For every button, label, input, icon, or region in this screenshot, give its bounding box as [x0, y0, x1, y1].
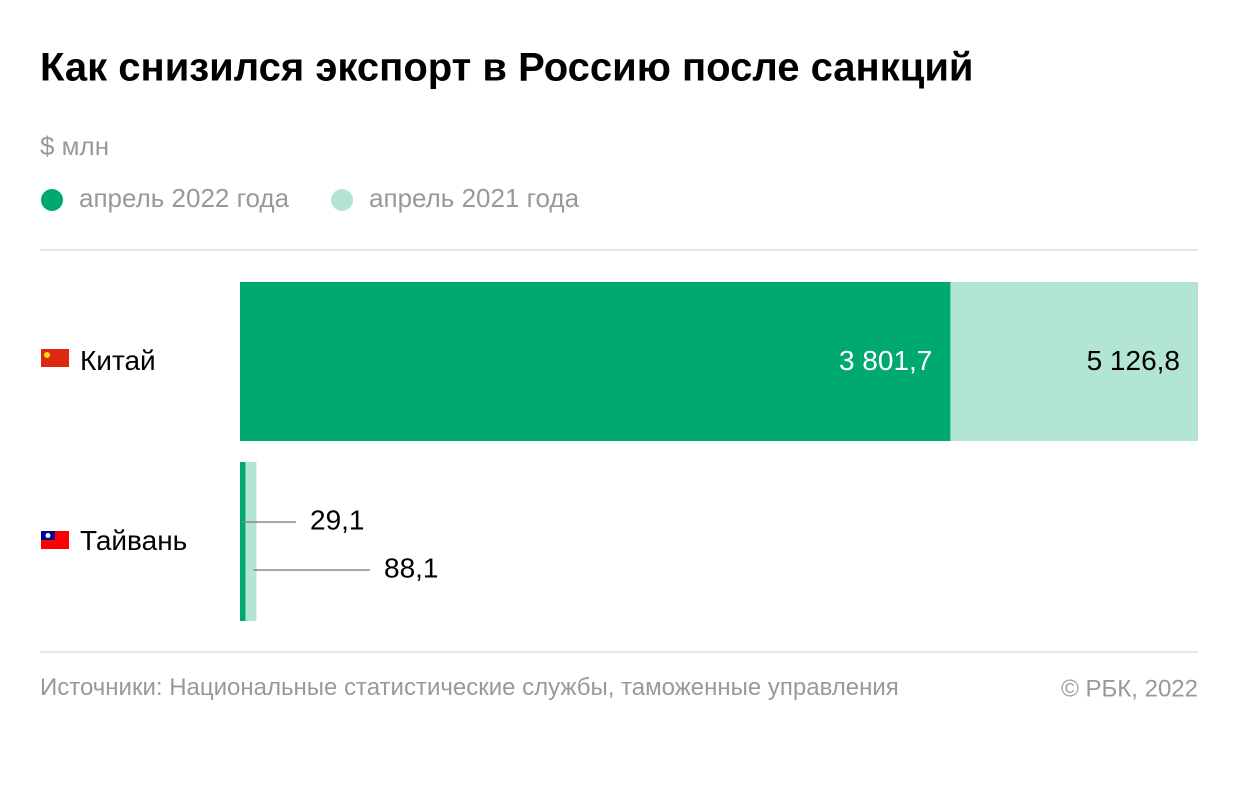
- bar: [240, 462, 246, 621]
- category-label: Тайвань: [80, 525, 187, 556]
- source-box: Источники: Национальные статистические с…: [40, 674, 899, 701]
- source: Источники: Национальные статистические с…: [40, 674, 899, 701]
- legend-label: апрель 2021 года: [369, 183, 580, 213]
- flag-china: [41, 349, 69, 367]
- legend-marker: [41, 189, 63, 211]
- copyright: © РБК, 2022: [1061, 675, 1198, 702]
- flag-taiwan: [41, 531, 69, 549]
- bar: [240, 282, 951, 441]
- value-label: 88,1: [384, 552, 439, 583]
- chart-title: Как снизился экспорт в Россию после санк…: [40, 46, 974, 90]
- legend-marker: [331, 189, 354, 211]
- value-label: 5 126,8: [1087, 345, 1180, 376]
- category-label: Китай: [80, 345, 156, 376]
- unit-label: $ млн: [40, 131, 109, 161]
- value-label: 29,1: [310, 504, 365, 535]
- legend-label: апрель 2022 года: [79, 183, 290, 213]
- value-label: 3 801,7: [839, 345, 932, 376]
